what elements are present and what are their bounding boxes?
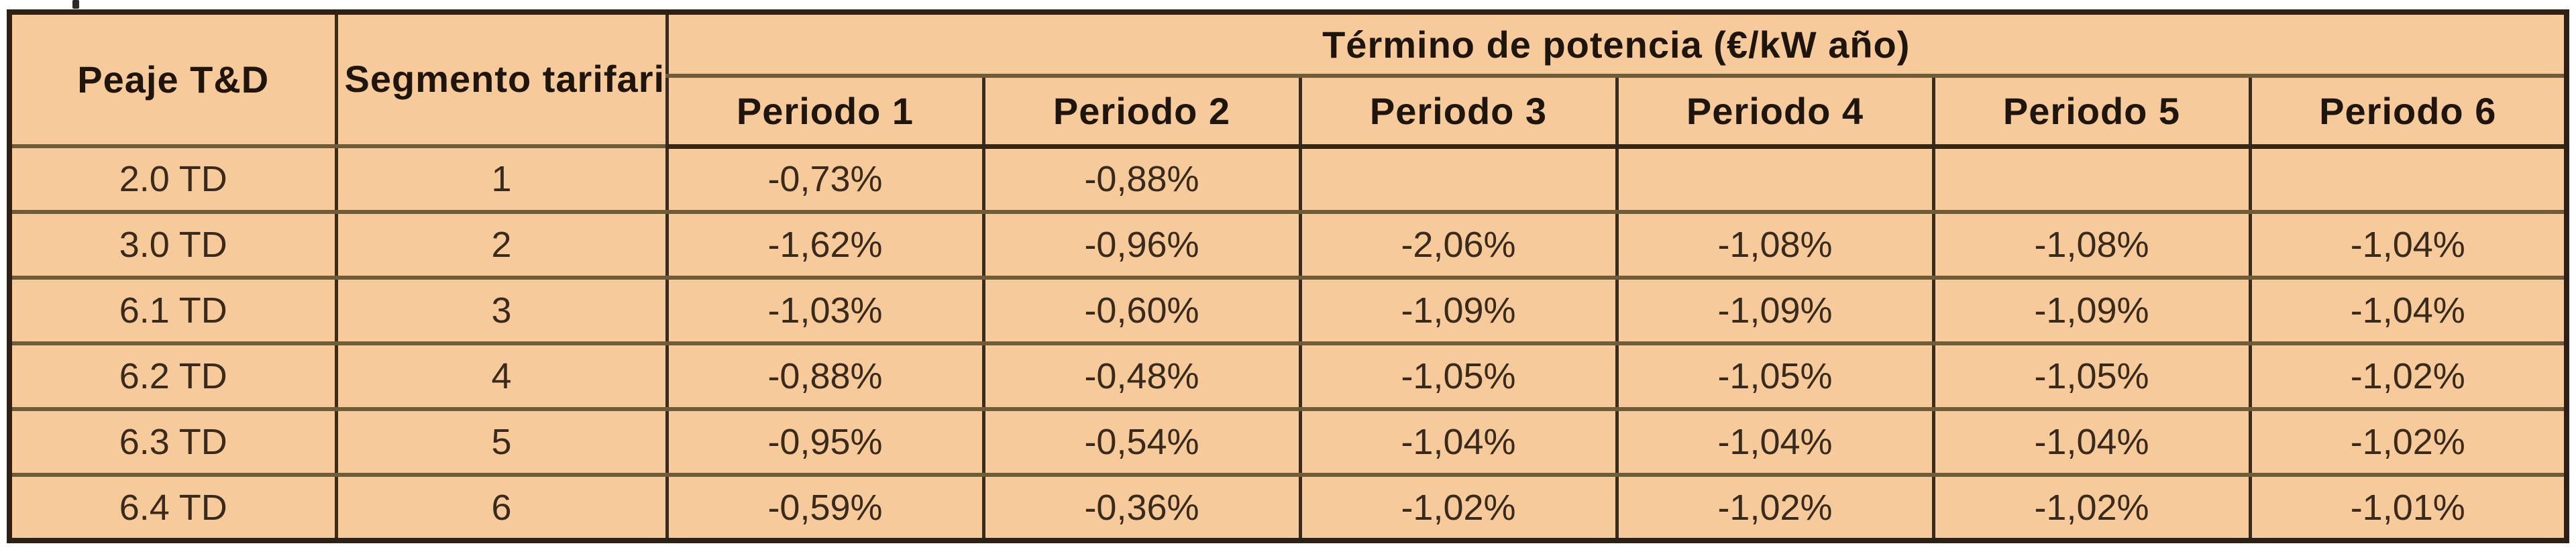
header-row-periods: Periodo 1 Periodo 2 Periodo 3 Periodo 4 … [9, 74, 2569, 149]
cell-peaje: 3.0 TD [7, 210, 338, 280]
cell-periodo-4: -1,08% [1615, 210, 1935, 280]
header-peaje: Peaje T&D [7, 10, 338, 148]
cell-periodo-5: -1,09% [1931, 276, 2252, 345]
cell-peaje: 6.1 TD [7, 276, 338, 345]
table-row-6-1-td: 6.1 TD 3 -1,03% -0,60% -1,09% -1,09% -1,… [7, 276, 2569, 345]
cell-periodo-6: -1,02% [2248, 341, 2569, 411]
cell-periodo-3: -1,09% [1298, 276, 1619, 345]
header-periodo-4: Periodo 4 [1615, 74, 1935, 149]
tariff-table: Peaje T&D Segmento tarifario Término de … [7, 9, 2570, 543]
header-periodo-6: Periodo 6 [2248, 74, 2569, 149]
cell-peaje: 6.4 TD [7, 473, 338, 543]
cell-periodo-4: -1,04% [1615, 407, 1935, 477]
cell-segmento: 1 [334, 144, 669, 214]
cell-periodo-6 [2248, 144, 2569, 214]
cell-periodo-5: -1,08% [1931, 210, 2252, 280]
cell-periodo-4: -1,05% [1615, 341, 1935, 411]
table-row-6-4-td: 6.4 TD 6 -0,59% -0,36% -1,02% -1,02% -1,… [7, 473, 2569, 543]
tariff-table-container: Peaje T&D Segmento tarifario Término de … [7, 9, 2570, 543]
cell-periodo-3: -1,02% [1298, 473, 1619, 543]
cell-segmento: 4 [334, 341, 669, 411]
cell-segmento: 2 [334, 210, 669, 280]
cell-periodo-2: -0,36% [981, 473, 1302, 543]
cell-periodo-4 [1615, 144, 1935, 214]
header-periodo-1: Periodo 1 [665, 74, 985, 149]
cell-periodo-1: -0,59% [665, 473, 985, 543]
cropped-text-artifact [72, 0, 79, 9]
table-row-3-0-td: 3.0 TD 2 -1,62% -0,96% -2,06% -1,08% -1,… [7, 210, 2569, 280]
header-periodo-3: Periodo 3 [1298, 74, 1619, 149]
header-row-group: Peaje T&D Segmento tarifario Término de … [7, 10, 2569, 148]
cell-periodo-1: -0,73% [665, 144, 985, 214]
cell-periodo-5 [1931, 144, 2252, 214]
cell-segmento: 5 [334, 407, 669, 477]
cell-periodo-5: -1,02% [1931, 473, 2252, 543]
cell-periodo-2: -0,60% [981, 276, 1302, 345]
cell-segmento: 3 [334, 276, 669, 345]
cell-periodo-5: -1,04% [1931, 407, 2252, 477]
cell-periodo-2: -0,88% [981, 144, 1302, 214]
cell-periodo-6: -1,01% [2248, 473, 2569, 543]
header-termino-de-potencia: Término de potencia (€/kW año) [665, 10, 2569, 78]
cell-periodo-2: -0,48% [981, 341, 1302, 411]
cell-periodo-1: -1,62% [665, 210, 985, 280]
cell-periodo-2: -0,96% [981, 210, 1302, 280]
table-row-6-3-td: 6.3 TD 5 -0,95% -0,54% -1,04% -1,04% -1,… [7, 407, 2569, 477]
cell-periodo-6: -1,04% [2248, 210, 2569, 280]
cell-peaje: 2.0 TD [7, 144, 338, 214]
header-segmento: Segmento tarifario [334, 10, 669, 148]
cell-periodo-3: -1,04% [1298, 407, 1619, 477]
cell-segmento: 6 [334, 473, 669, 543]
cell-periodo-3 [1298, 144, 1619, 214]
header-periodo-5: Periodo 5 [1931, 74, 2252, 149]
cell-periodo-4: -1,09% [1615, 276, 1935, 345]
cell-periodo-3: -1,05% [1298, 341, 1619, 411]
cell-periodo-1: -0,95% [665, 407, 985, 477]
header-periodo-2: Periodo 2 [981, 74, 1302, 149]
cell-periodo-3: -2,06% [1298, 210, 1619, 280]
cell-periodo-6: -1,04% [2248, 276, 2569, 345]
cell-periodo-5: -1,05% [1931, 341, 2252, 411]
cell-periodo-2: -0,54% [981, 407, 1302, 477]
table-row-2-0-td: 2.0 TD 1 -0,73% -0,88% [7, 144, 2569, 214]
cell-periodo-1: -1,03% [665, 276, 985, 345]
table-row-6-2-td: 6.2 TD 4 -0,88% -0,48% -1,05% -1,05% -1,… [7, 341, 2569, 411]
cell-peaje: 6.3 TD [7, 407, 338, 477]
cell-periodo-1: -0,88% [665, 341, 985, 411]
cell-periodo-6: -1,02% [2248, 407, 2569, 477]
cell-peaje: 6.2 TD [7, 341, 338, 411]
cell-periodo-4: -1,02% [1615, 473, 1935, 543]
